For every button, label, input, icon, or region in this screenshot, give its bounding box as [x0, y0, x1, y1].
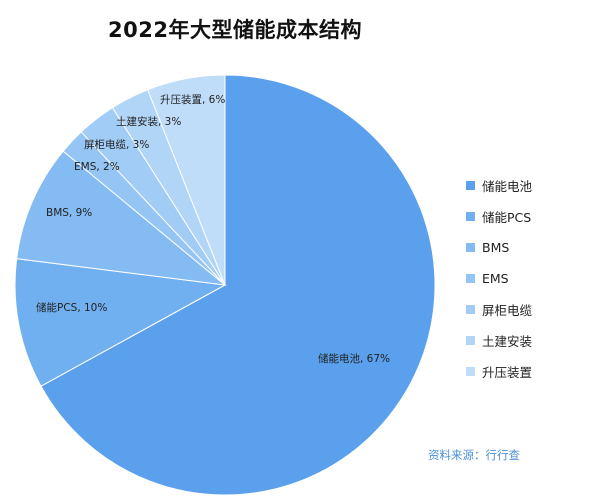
legend-item-5: 屏柜电缆 — [466, 294, 532, 325]
legend-item-6: 土建安装 — [466, 325, 532, 356]
legend-item-4: EMS — [466, 263, 532, 294]
legend-label: 储能PCS — [482, 210, 532, 225]
slice-label-2: 储能PCS, 10% — [36, 301, 107, 314]
slice-label-4: EMS, 2% — [74, 161, 120, 173]
pie-slice-1 — [40, 74, 436, 496]
slice-label-7: 升压装置, 6% — [160, 93, 225, 106]
legend-swatch — [466, 274, 475, 283]
slice-label-5: 屏柜电缆, 3% — [84, 138, 149, 151]
legend-swatch — [466, 181, 475, 190]
pie-slice-3 — [16, 150, 227, 286]
legend-label: BMS — [482, 240, 510, 255]
legend-swatch — [466, 367, 475, 376]
legend-item-7: 升压装置 — [466, 356, 532, 387]
legend-label: 储能电池 — [482, 179, 533, 194]
legend-label: 屏柜电缆 — [482, 303, 533, 318]
legend-item-3: BMS — [466, 232, 532, 263]
legend-label: EMS — [482, 271, 509, 286]
source-note: 资料来源：行行查 — [428, 448, 520, 462]
legend-swatch — [466, 305, 475, 314]
legend-label: 土建安装 — [482, 334, 533, 349]
slice-label-3: BMS, 9% — [46, 207, 92, 219]
pie-slice-2 — [14, 258, 227, 387]
legend-label: 升压装置 — [482, 365, 533, 380]
pie-slice-7 — [147, 74, 226, 286]
legend-swatch — [466, 212, 475, 221]
legend-item-2: 储能PCS — [466, 201, 532, 232]
chart-legend: 储能电池储能PCS BMS EMS 屏柜电缆土建安装升压装置 — [466, 170, 532, 387]
legend-item-1: 储能电池 — [466, 170, 532, 201]
chart-title: 2022年大型储能成本结构 — [108, 18, 362, 42]
legend-swatch — [466, 336, 475, 345]
slice-label-1: 储能电池, 67% — [318, 352, 390, 365]
slice-label-6: 土建安装, 3% — [116, 115, 181, 128]
legend-swatch — [466, 243, 475, 252]
